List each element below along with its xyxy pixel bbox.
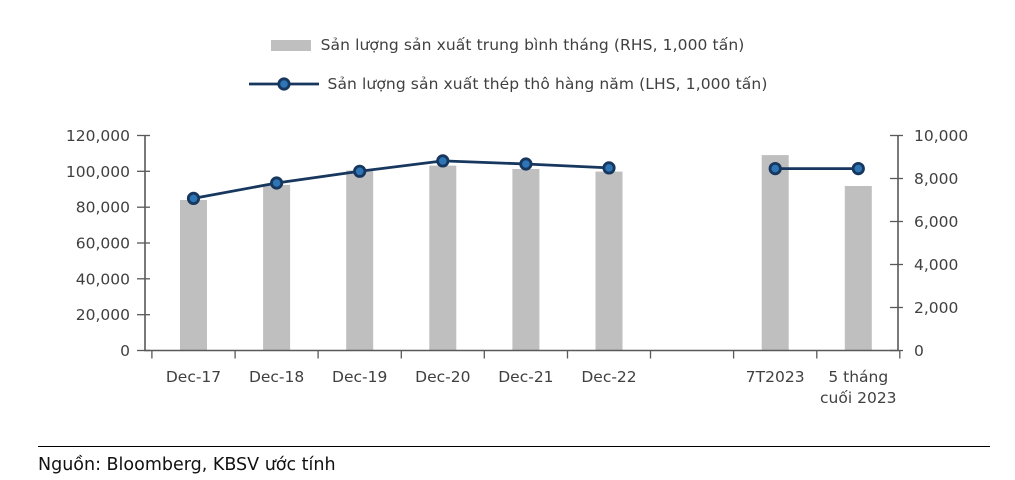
y-tick-label: 4,000 <box>914 256 958 274</box>
y-tick-label: 120,000 <box>66 127 130 145</box>
x-tick-label: Dec-21 <box>498 368 553 386</box>
legend-label-annual: Sản lượng sản xuất thép thô hàng năm (LH… <box>327 75 768 93</box>
footer-divider <box>38 446 990 447</box>
x-tick-label: Dec-18 <box>249 368 304 386</box>
bar-Dec-19 <box>346 170 374 351</box>
legend-item-monthly-avg: Sản lượng sản xuất trung bình tháng (RHS… <box>270 36 745 54</box>
bar-Dec-21 <box>512 169 540 351</box>
y-tick-label: 8,000 <box>914 170 958 188</box>
bar-Dec-17 <box>180 200 207 351</box>
y-tick-label: 20,000 <box>76 306 130 324</box>
x-tick-label: 5 tháng <box>828 368 888 386</box>
source-note: Nguồn: Bloomberg, KBSV ước tính <box>38 455 336 475</box>
y-tick-label: 10,000 <box>914 127 968 145</box>
y-tick-label: 6,000 <box>914 213 958 231</box>
line-series-segment <box>193 159 610 200</box>
y-tick-label: 2,000 <box>914 299 958 317</box>
bar-5 tháng cuối 2023 <box>844 186 872 351</box>
line-marker-Dec-18 <box>269 176 284 190</box>
legend-label-monthly-avg: Sản lượng sản xuất trung bình tháng (RHS… <box>320 36 745 54</box>
x-tick-label: Dec-22 <box>581 368 636 386</box>
y-tick-label: 0 <box>120 342 130 360</box>
line-marker-Dec-22 <box>602 161 616 175</box>
y-tick-label: 40,000 <box>76 270 130 288</box>
x-tick-label: Dec-17 <box>166 368 221 386</box>
bar-Dec-18 <box>263 184 291 351</box>
line-marker-Dec-20 <box>436 154 450 168</box>
legend-item-annual: Sản lượng sản xuất thép thô hàng năm (LH… <box>248 75 768 93</box>
legend: Sản lượng sản xuất trung bình tháng (RHS… <box>0 36 1015 93</box>
line-marker-5 tháng cuối 2023 <box>851 162 865 176</box>
y-tick-label: 80,000 <box>76 199 130 217</box>
line-marker-7T2023 <box>768 162 782 176</box>
line-marker-Dec-21 <box>519 157 533 171</box>
y-tick-label: 0 <box>914 342 924 360</box>
x-tick-label: 7T2023 <box>746 368 805 386</box>
y-tick-label: 100,000 <box>66 163 130 181</box>
bar-7T2023 <box>761 155 789 351</box>
legend-marker-icon <box>276 77 291 91</box>
x-tick-label: Dec-19 <box>332 368 387 386</box>
line-marker-Dec-17 <box>186 191 201 205</box>
bar-Dec-20 <box>429 165 457 351</box>
bar-swatch-icon <box>270 39 311 51</box>
line-marker-swatch-icon <box>248 77 319 91</box>
line-marker-Dec-19 <box>353 164 367 178</box>
x-tick-label: cuối 2023 <box>820 389 897 407</box>
y-tick-label: 60,000 <box>76 235 130 253</box>
x-tick-label: Dec-20 <box>415 368 470 386</box>
bar-Dec-22 <box>595 171 623 351</box>
